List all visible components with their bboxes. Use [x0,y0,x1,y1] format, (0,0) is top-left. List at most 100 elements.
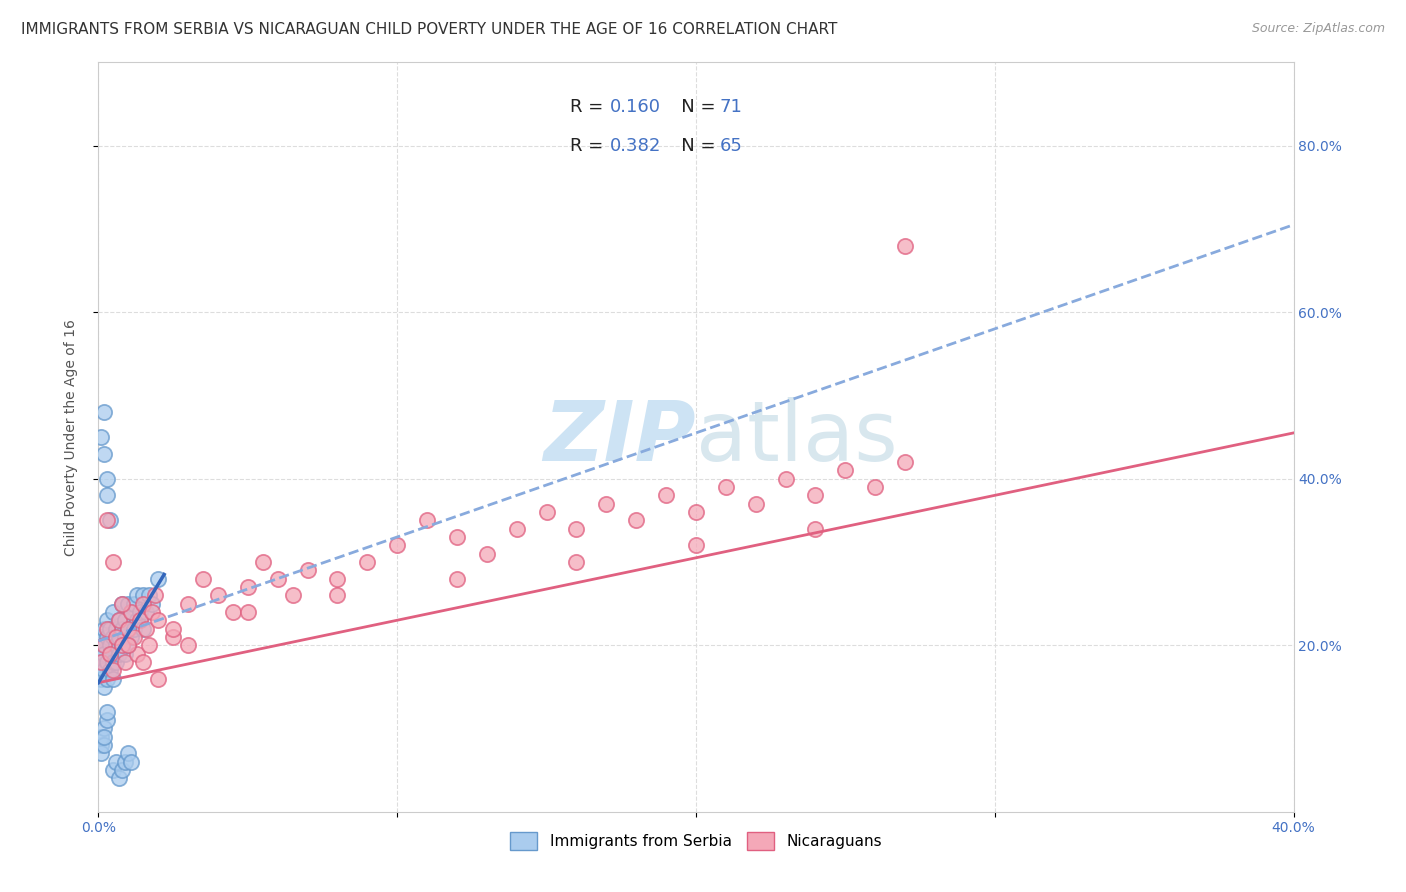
Point [475,547,498,561]
Point [356,555,378,569]
Point [714,480,737,494]
Point [93,638,115,652]
Point [111,763,134,777]
Text: Source: ZipAtlas.com: Source: ZipAtlas.com [1251,22,1385,36]
Text: 0.160: 0.160 [610,98,661,116]
Text: N =: N = [664,98,721,116]
Point [117,638,139,652]
Point [326,572,349,586]
Text: R =: R = [571,137,609,155]
Point [685,538,707,552]
Point [96,630,118,644]
Point [90,730,112,744]
Point [804,522,827,536]
Point [162,630,184,644]
Point [89,663,111,677]
Point [96,513,118,527]
Point [446,572,468,586]
Point [114,613,136,627]
Point [105,655,128,669]
Point [108,630,131,644]
Point [143,588,166,602]
Legend: Immigrants from Serbia, Nicaraguans: Immigrants from Serbia, Nicaraguans [503,826,889,856]
Point [111,638,134,652]
Point [565,522,588,536]
Point [98,663,122,677]
Y-axis label: Child Poverty Under the Age of 16: Child Poverty Under the Age of 16 [63,318,77,556]
Point [127,613,149,627]
Text: atlas: atlas [696,397,897,477]
Point [120,755,142,769]
Point [98,622,122,636]
Text: ZIP: ZIP [543,397,696,477]
Point [93,405,115,419]
Point [127,647,149,661]
Text: N =: N = [664,137,721,155]
Point [207,588,229,602]
Point [98,647,122,661]
Point [267,572,290,586]
Point [103,630,125,644]
Point [96,655,118,669]
Point [96,613,118,627]
Point [103,663,125,677]
Point [90,655,112,669]
Point [129,605,152,619]
Point [111,597,134,611]
Point [894,455,917,469]
Point [120,605,142,619]
Point [96,488,118,502]
Point [90,672,112,686]
Point [111,597,134,611]
Point [177,597,200,611]
Point [108,613,131,627]
Point [108,613,131,627]
Point [96,472,118,486]
Point [93,663,115,677]
Point [103,555,125,569]
Point [804,488,827,502]
Point [124,622,146,636]
Point [117,597,139,611]
Text: 71: 71 [720,98,742,116]
Point [105,622,128,636]
Point [96,672,118,686]
Point [90,430,112,444]
Point [98,638,122,652]
Point [148,572,170,586]
Point [745,497,768,511]
Point [416,513,439,527]
Point [685,505,707,519]
Point [96,705,118,719]
Point [326,588,349,602]
Point [93,738,115,752]
Point [93,722,115,736]
Point [93,638,115,652]
Point [626,513,648,527]
Point [127,588,149,602]
Point [132,655,155,669]
Point [894,238,917,252]
Point [103,672,125,686]
Point [148,672,170,686]
Point [96,622,118,636]
Point [117,622,139,636]
Point [114,655,136,669]
Point [114,647,136,661]
Point [834,463,856,477]
Point [536,505,558,519]
Point [120,605,142,619]
Point [98,647,122,661]
Point [655,488,678,502]
Text: 65: 65 [720,137,742,155]
Point [191,572,214,586]
Text: R =: R = [571,98,609,116]
Point [236,580,259,594]
Point [236,605,259,619]
Point [141,597,163,611]
Point [446,530,468,544]
Point [90,747,112,761]
Point [138,588,160,602]
Point [117,638,139,652]
Point [93,647,115,661]
